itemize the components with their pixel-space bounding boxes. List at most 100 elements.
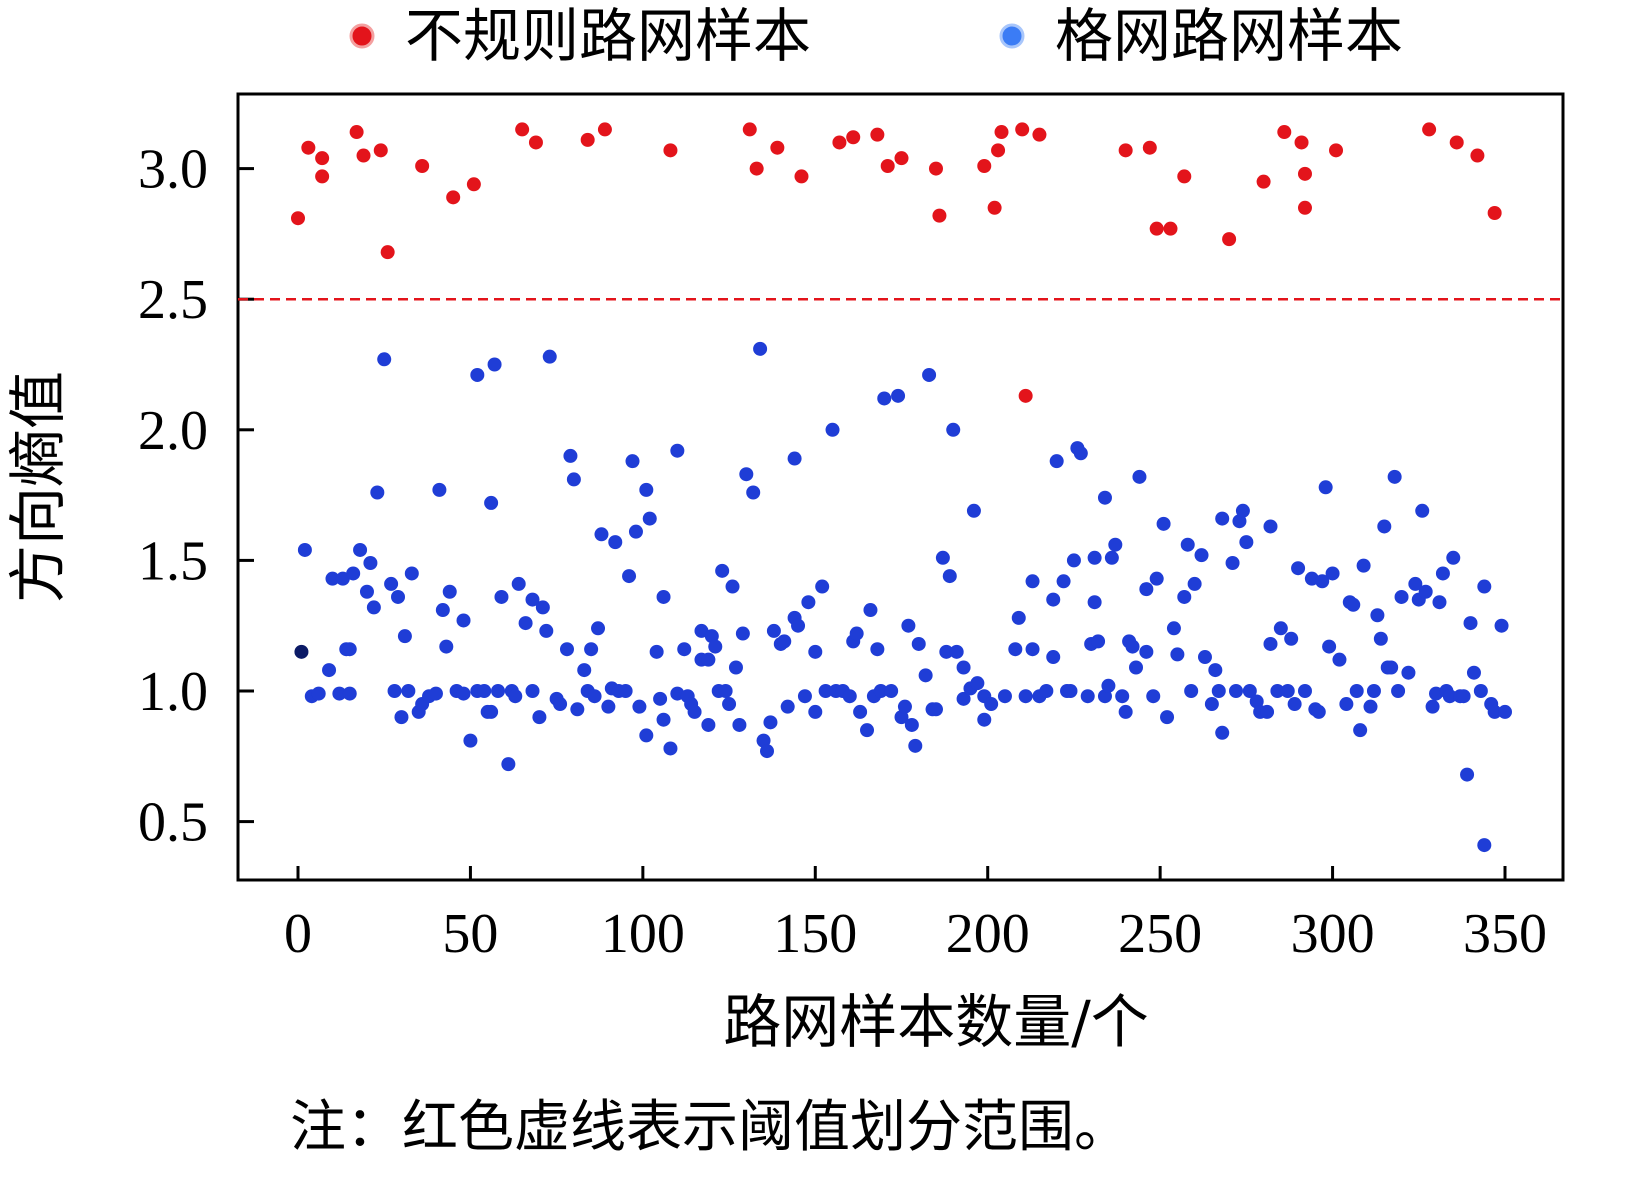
- irregular-sample-point: [770, 140, 785, 155]
- grid-sample-point: [911, 636, 926, 651]
- grid-sample-point: [1229, 684, 1244, 698]
- grid-sample-point: [639, 482, 654, 497]
- irregular-sample-point: [1256, 174, 1271, 189]
- grid-sample-point: [1446, 550, 1461, 565]
- grid-sample-point: [763, 715, 778, 730]
- grid-sample-point: [1322, 639, 1337, 654]
- grid-sample-point: [1370, 608, 1385, 623]
- grid-sample-point: [632, 699, 647, 714]
- irregular-sample-point: [315, 169, 330, 184]
- grid-sample-point: [594, 527, 609, 542]
- y-tick-label: 3.0: [138, 139, 208, 201]
- grid-sample-point: [1315, 574, 1330, 589]
- grid-sample-point: [1284, 631, 1299, 646]
- grid-sample-point: [777, 634, 792, 649]
- grid-sample-point: [1139, 582, 1154, 597]
- grid-sample-point-highlight: [294, 644, 309, 659]
- y-axis: 0.5 1.0 1.5 2.0 2.5 3.0: [138, 139, 254, 854]
- grid-sample-point: [559, 642, 574, 657]
- grid-sample-point: [825, 422, 840, 437]
- y-tick-label: 1.0: [138, 661, 208, 723]
- grid-sample-point: [432, 482, 447, 497]
- grid-sample-point: [487, 357, 502, 372]
- irregular-sample-point: [446, 190, 461, 205]
- irregular-sample-point: [415, 158, 430, 173]
- grid-sample-point: [404, 566, 419, 581]
- grid-sample-point: [1387, 469, 1402, 484]
- grid-sample-point: [1442, 689, 1457, 704]
- grid-sample-point: [725, 579, 740, 594]
- grid-sample-point: [1391, 684, 1406, 698]
- grid-sample-point: [359, 584, 374, 599]
- irregular-sample-point: [994, 125, 1009, 140]
- irregular-sample-point: [349, 125, 364, 140]
- grid-sample-point: [942, 569, 957, 584]
- grid-sample-point: [584, 642, 599, 657]
- grid-sample-point: [1215, 725, 1230, 740]
- x-tick-label: 300: [1291, 903, 1375, 965]
- grid-sample-point: [901, 618, 916, 633]
- grid-sample-point: [1025, 574, 1040, 589]
- grid-sample-point: [342, 642, 357, 657]
- grid-sample-point: [722, 697, 737, 712]
- irregular-sample-point: [977, 158, 992, 173]
- grid-sample-point: [484, 495, 499, 510]
- irregular-sample-point: [580, 132, 595, 147]
- grid-sample-point: [628, 524, 643, 539]
- grid-sample-point: [746, 485, 761, 500]
- grid-sample-point: [397, 629, 412, 644]
- grid-sample-point: [935, 550, 950, 565]
- grid-sample-point: [525, 684, 540, 698]
- grid-sample-point: [1280, 684, 1295, 698]
- grid-sample-point: [1211, 684, 1226, 698]
- grid-sample-point: [653, 691, 668, 706]
- grid-sample-point: [1063, 684, 1078, 698]
- x-axis: 0 50 100 150 200 250 300 350: [284, 866, 1547, 965]
- grid-sample-point: [1377, 519, 1392, 534]
- grid-sample-point: [477, 684, 492, 698]
- grid-sample-point: [1332, 652, 1347, 667]
- grid-sample-point: [1132, 469, 1147, 484]
- grid-sample-point: [1097, 490, 1112, 505]
- grid-sample-point: [766, 623, 781, 638]
- grid-sample-point: [808, 704, 823, 719]
- grid-sample-point: [1349, 684, 1364, 698]
- grid-sample-point: [715, 563, 730, 578]
- grid-sample-point: [1318, 480, 1333, 495]
- grid-sample-point: [363, 556, 378, 571]
- grid-sample-point: [1273, 621, 1288, 636]
- grid-sample-point: [1373, 631, 1388, 646]
- grid-sample-point: [394, 710, 409, 725]
- grid-sample-point: [1466, 665, 1481, 680]
- grid-sample-point: [870, 642, 885, 657]
- grid-sample-point: [849, 626, 864, 641]
- grid-sample-point: [1115, 689, 1130, 704]
- grid-sample-point: [1225, 556, 1240, 571]
- grid-sample-point: [491, 684, 506, 698]
- irregular-sample-point: [291, 211, 305, 226]
- grid-sample-point: [1118, 704, 1133, 719]
- irregular-sample-point: [528, 135, 543, 150]
- legend-marker-grid: [999, 23, 1025, 49]
- grid-sample-point: [532, 710, 547, 725]
- grid-sample-point: [939, 644, 954, 659]
- grid-sample-point: [842, 689, 857, 704]
- grid-sample-point: [535, 600, 550, 615]
- grid-sample-point: [1091, 634, 1106, 649]
- grid-sample-point: [539, 623, 554, 638]
- grid-sample-point: [708, 639, 723, 654]
- grid-sample-point: [1235, 503, 1250, 518]
- grid-sample-point: [435, 603, 450, 618]
- x-tick-label: 150: [773, 903, 857, 965]
- grid-sample-point: [1194, 548, 1209, 563]
- y-axis-label: 方向熵值: [4, 371, 72, 603]
- grid-sample-point: [346, 566, 361, 581]
- grid-sample-point: [463, 733, 478, 748]
- grid-sample-point: [922, 367, 937, 382]
- grid-sample-point: [442, 584, 457, 599]
- irregular-sample-point: [1149, 221, 1164, 236]
- grid-sample-point: [760, 744, 775, 759]
- irregular-sample-point: [794, 169, 809, 184]
- grid-sample-point: [608, 535, 623, 550]
- irregular-sample-point: [1118, 143, 1133, 158]
